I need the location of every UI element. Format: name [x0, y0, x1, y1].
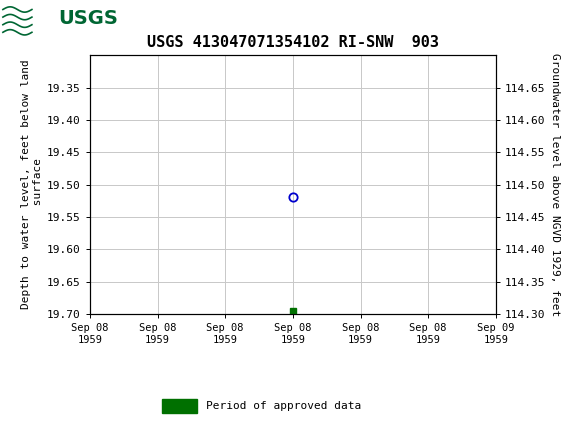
Bar: [0, 0, 90, 38]
Y-axis label: Groundwater level above NGVD 1929, feet: Groundwater level above NGVD 1929, feet: [550, 53, 560, 316]
Title: USGS 413047071354102 RI-SNW  903: USGS 413047071354102 RI-SNW 903: [147, 35, 439, 50]
Y-axis label: Depth to water level, feet below land
 surface: Depth to water level, feet below land su…: [21, 60, 43, 310]
Text: USGS: USGS: [58, 9, 118, 28]
Bar: [162, 399, 197, 413]
Text: Period of approved data: Period of approved data: [206, 401, 361, 411]
